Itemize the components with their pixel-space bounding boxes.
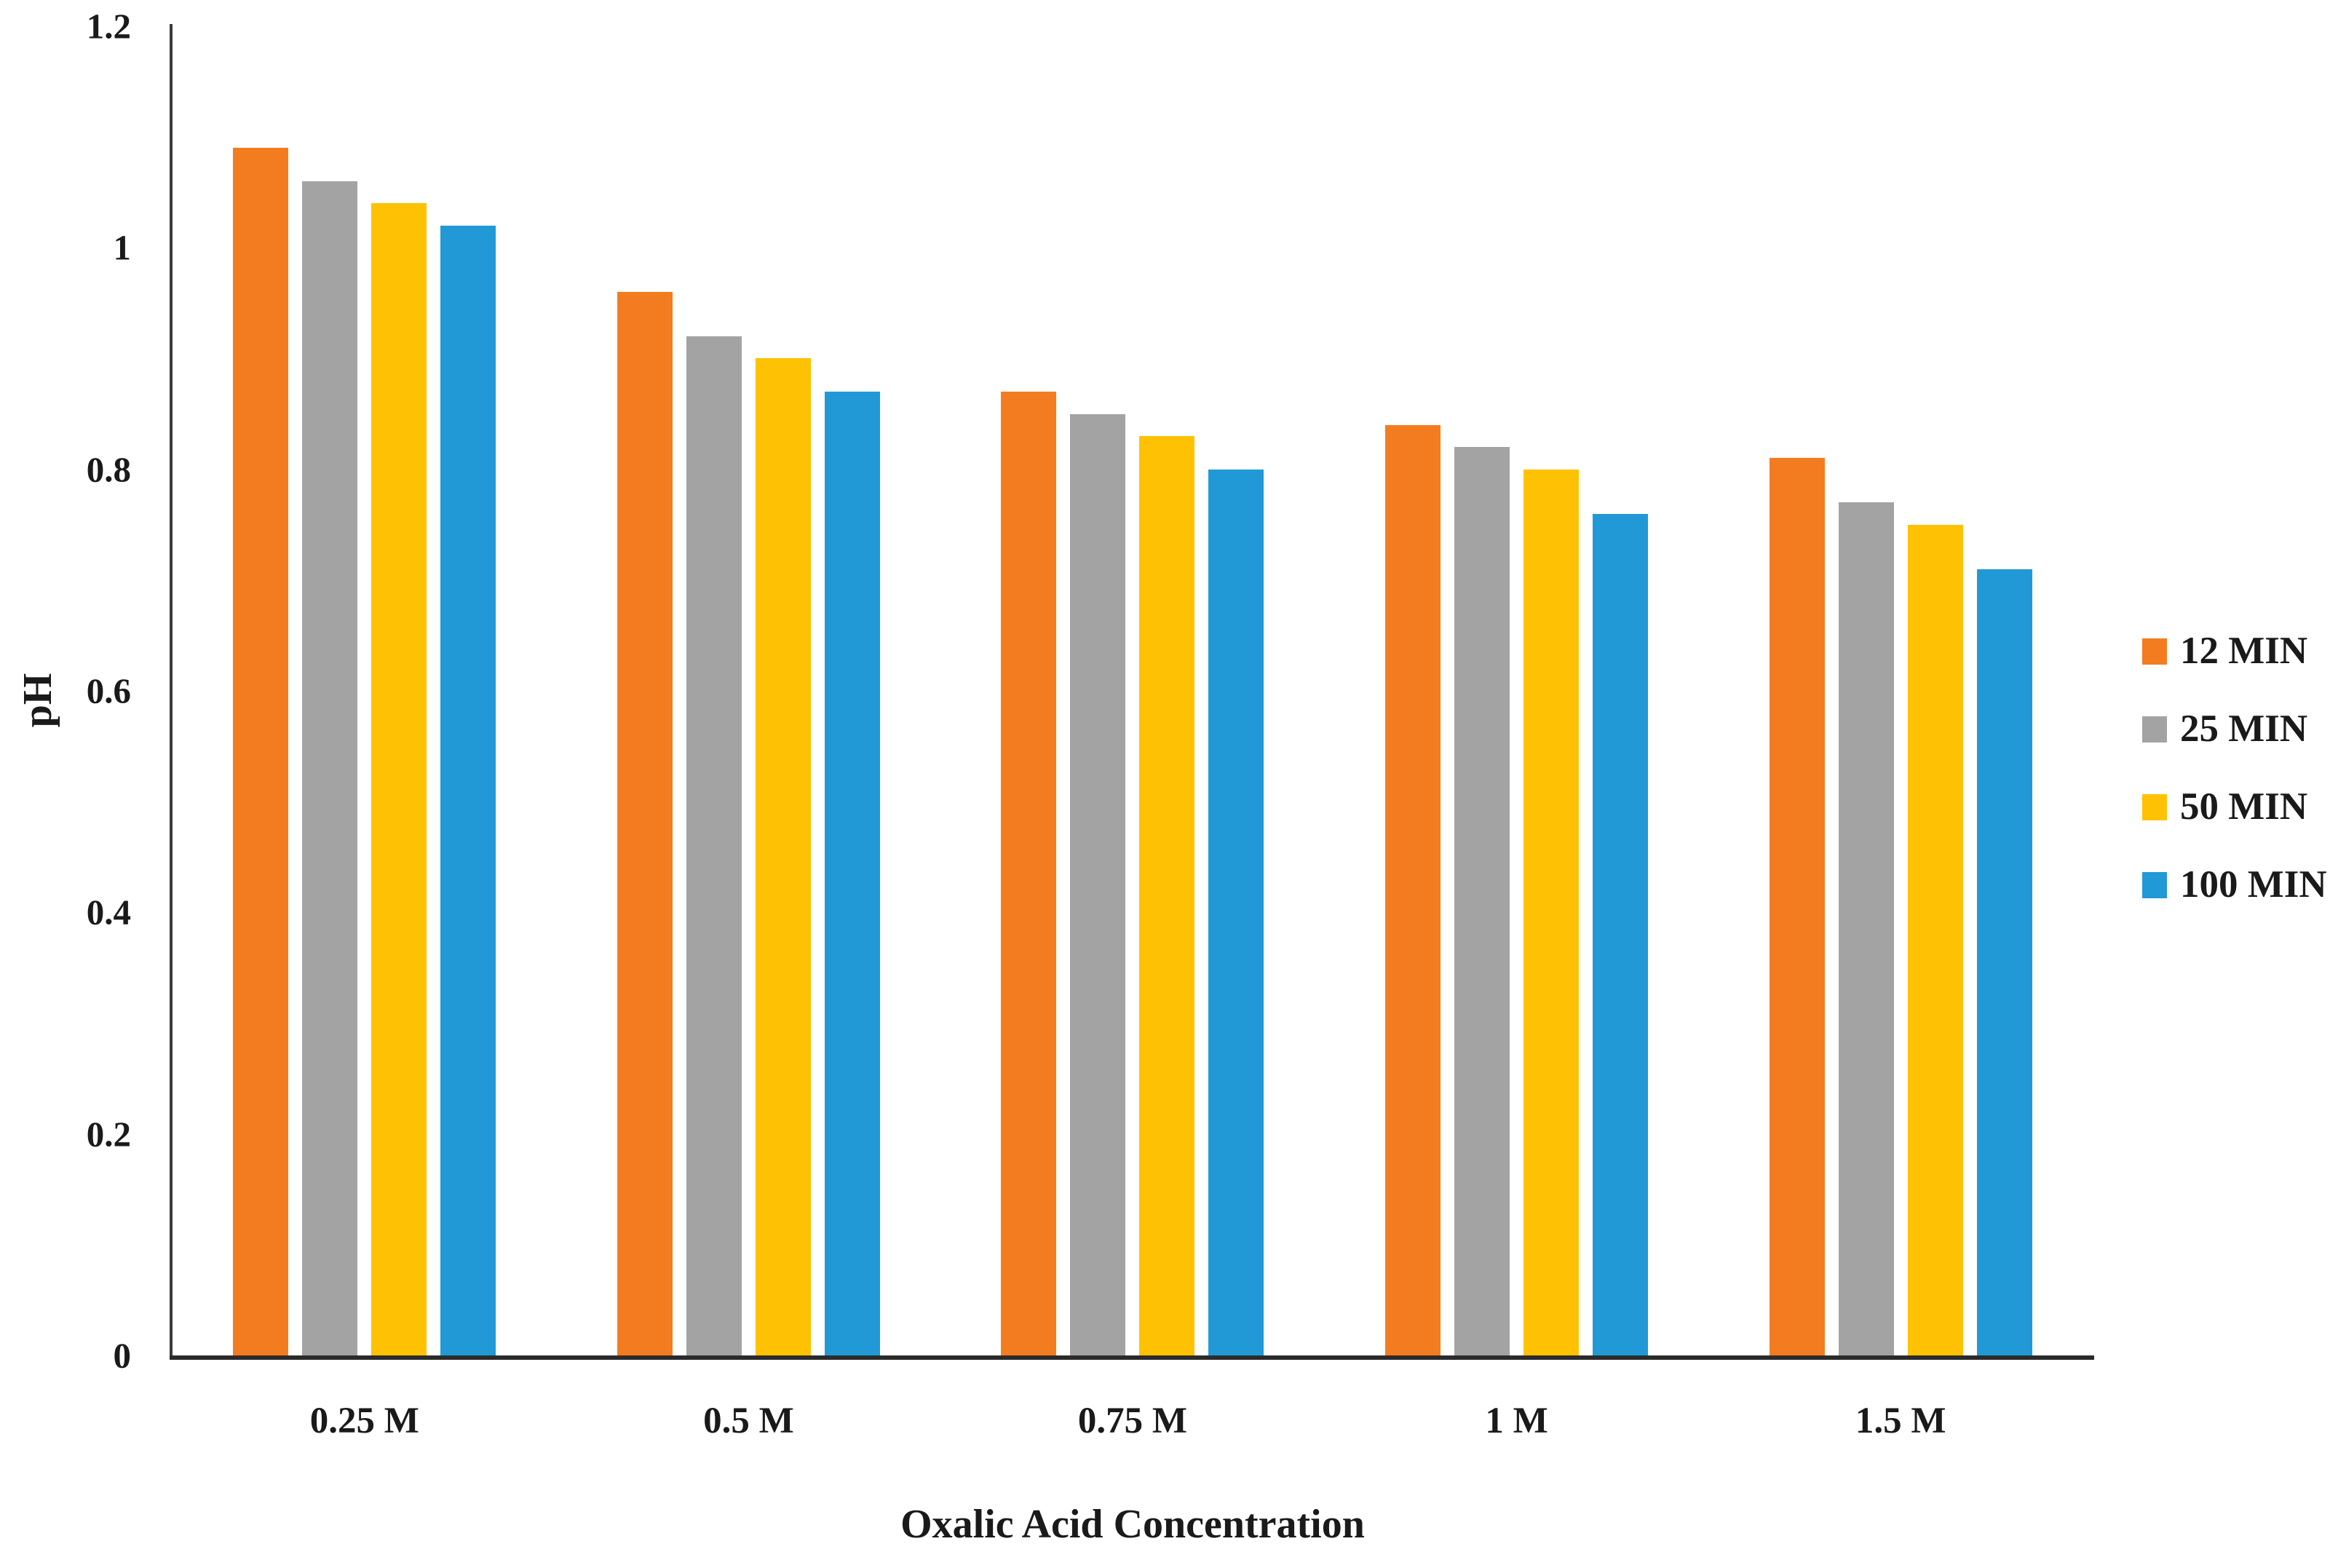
y-axis-tick-label: 0 bbox=[113, 1335, 132, 1376]
bar-12-min bbox=[1001, 392, 1057, 1355]
bar-group bbox=[1325, 26, 1709, 1355]
x-axis-title: Oxalic Acid Concentration bbox=[900, 1502, 1365, 1547]
bar-50-min bbox=[1139, 436, 1195, 1355]
bar-25-min bbox=[1454, 447, 1510, 1355]
y-axis-tick-label: 1.2 bbox=[86, 6, 131, 47]
y-axis-tick-label: 0.2 bbox=[86, 1114, 131, 1155]
legend-item: 50 MIN bbox=[2142, 788, 2327, 826]
bar-25-min bbox=[302, 181, 358, 1355]
y-axis-tick-label: 0.6 bbox=[86, 670, 131, 711]
legend-item: 100 MIN bbox=[2142, 866, 2327, 904]
bar-12-min bbox=[233, 148, 289, 1355]
bar-50-min bbox=[1907, 525, 1963, 1355]
category-label: 0.75 M bbox=[1077, 1401, 1188, 1441]
bar-100-min bbox=[824, 392, 880, 1355]
bar-100-min bbox=[1976, 569, 2032, 1355]
legend-swatch-icon bbox=[2142, 793, 2167, 820]
legend-swatch-icon bbox=[2142, 638, 2167, 665]
bar-100-min bbox=[1593, 514, 1649, 1355]
bar-50-min bbox=[371, 203, 427, 1355]
bar-group bbox=[940, 26, 1325, 1355]
legend-item: 12 MIN bbox=[2142, 632, 2327, 670]
bar-12-min bbox=[1385, 425, 1441, 1355]
legend-label: 12 MIN bbox=[2180, 630, 2308, 672]
category-label: 1.5 M bbox=[1855, 1401, 1946, 1441]
bar-100-min bbox=[1208, 470, 1264, 1355]
bar-25-min bbox=[1838, 502, 1894, 1355]
bar-50-min bbox=[1523, 470, 1580, 1355]
y-axis-title: pH bbox=[15, 673, 60, 728]
y-axis-line bbox=[170, 24, 173, 1358]
legend-label: 100 MIN bbox=[2180, 863, 2327, 906]
bar-25-min bbox=[1070, 414, 1126, 1355]
y-axis-tick-label: 0.8 bbox=[86, 449, 131, 490]
bar-group bbox=[557, 26, 941, 1355]
y-axis-tick-label: 1 bbox=[113, 227, 132, 268]
bar-12-min bbox=[617, 292, 673, 1355]
bar-group bbox=[173, 26, 557, 1355]
bar-50-min bbox=[755, 358, 811, 1355]
x-axis-category-labels: 0.25 M 0.5 M 0.75 M 1 M 1.5 M bbox=[173, 1399, 2093, 1443]
category-label: 0.25 M bbox=[309, 1401, 419, 1441]
legend-item: 25 MIN bbox=[2142, 710, 2327, 748]
category-label: 0.5 M bbox=[703, 1401, 794, 1441]
category-label: 1 M bbox=[1485, 1401, 1548, 1441]
legend-label: 25 MIN bbox=[2180, 708, 2308, 750]
x-axis-line bbox=[170, 1355, 2094, 1360]
y-axis-tick-label: 0.4 bbox=[86, 892, 131, 933]
legend-swatch-icon bbox=[2142, 871, 2167, 898]
legend-swatch-icon bbox=[2142, 716, 2167, 743]
legend-label: 50 MIN bbox=[2180, 785, 2308, 828]
plot-area bbox=[173, 26, 2093, 1355]
bar-group bbox=[1708, 26, 2093, 1355]
bar-25-min bbox=[686, 336, 742, 1355]
bar-100-min bbox=[440, 226, 496, 1355]
legend: 12 MIN 25 MIN 50 MIN 100 MIN bbox=[2142, 632, 2327, 904]
bar-12-min bbox=[1769, 458, 1825, 1355]
